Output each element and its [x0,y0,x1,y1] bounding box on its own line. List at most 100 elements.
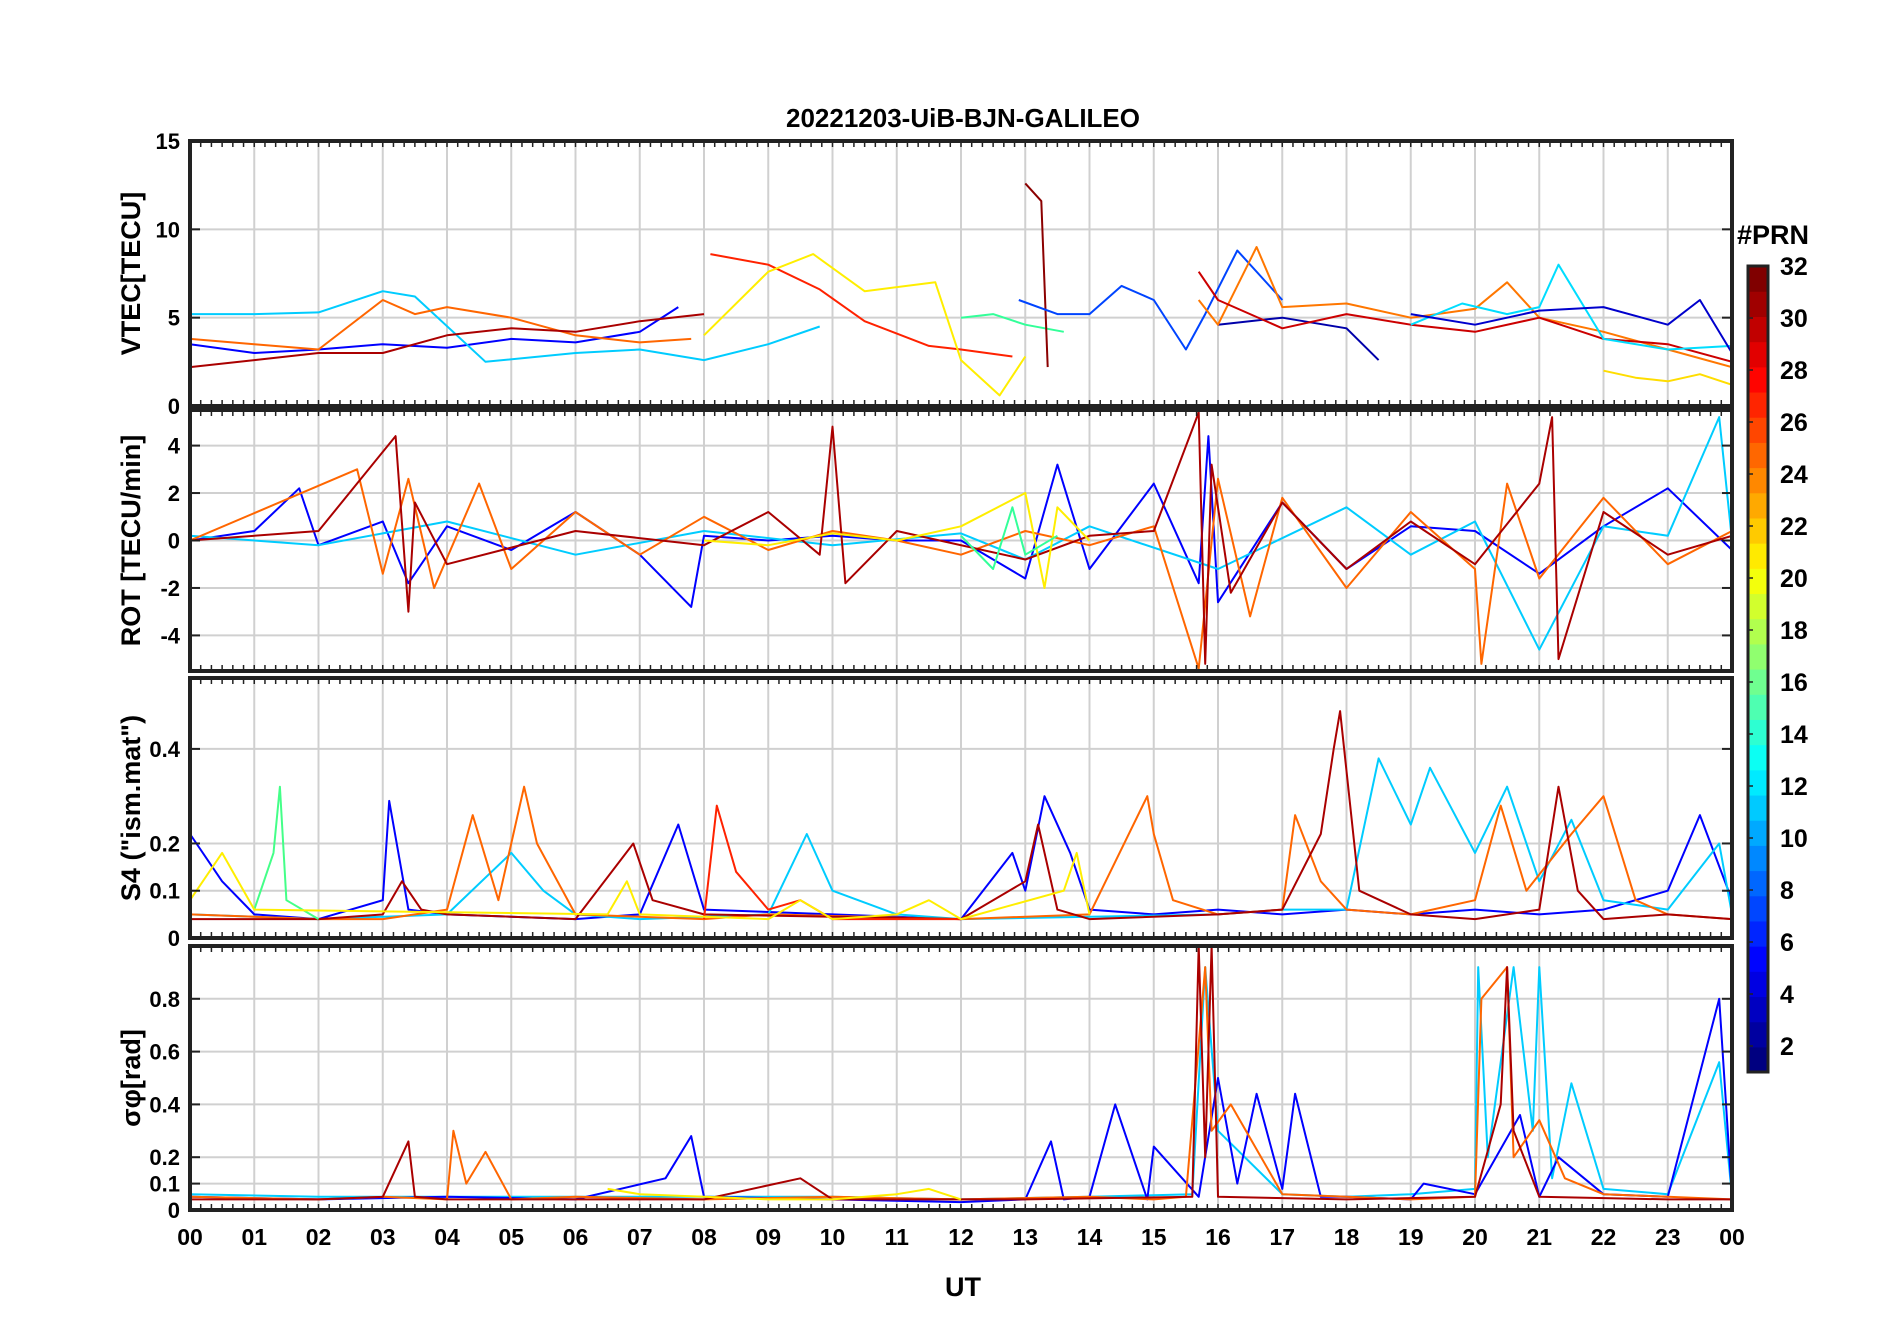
colorbar-swatch [1748,391,1768,418]
series-prn-27 [703,804,961,921]
x-tick-label: 16 [1205,1224,1231,1250]
x-tick-label: 09 [755,1224,781,1250]
x-tick-label: 19 [1398,1224,1424,1250]
x-tick-label: 02 [306,1224,332,1250]
colorbar-tick-label: 28 [1780,357,1808,385]
y-tick-label: 10 [156,217,180,242]
x-tick-label: 03 [370,1224,396,1250]
colorbar-swatch [1748,794,1768,821]
colorbar-tick-label: 18 [1780,617,1808,645]
colorbar-swatch [1748,769,1768,796]
x-tick-label: 05 [498,1224,524,1250]
colorbar-tick-label: 24 [1780,461,1808,489]
x-tick-label: 13 [1012,1224,1038,1250]
series-prn-11 [1410,263,1732,351]
colorbar-swatch [1748,895,1768,922]
chart-title: 20221203-UiB-BJN-GALILEO [786,103,1140,133]
colorbar-tick-label: 32 [1780,253,1808,281]
x-tick-label: 18 [1334,1224,1360,1250]
y-tick-label: 0 [168,1198,180,1223]
series-prn-31 [190,946,1732,1201]
y-axis-label: VTEC[TECU] [116,192,146,356]
colorbar-swatch [1748,467,1768,494]
panel-series [190,710,1732,921]
y-axis-label: σφ[rad] [116,1029,146,1127]
panel-frame [188,944,1734,1212]
colorbar-swatch [1748,971,1768,998]
colorbar-swatch [1748,920,1768,947]
panel-vtec: 0 5 10 15 VTEC[TECU] [116,129,1734,419]
y-tick-label: 2 [168,481,180,506]
series-prn-2 [1410,299,1732,354]
x-tick-label: 23 [1655,1224,1681,1250]
x-tick-label: 00 [1719,1224,1745,1250]
panel-sigma_phi: 00.10.2 0.4 0.6 0.8σφ[rad] [116,944,1734,1223]
panel-s4: 0 0.1 0.2 0.4S4 ("ism.mat") [116,676,1734,951]
x-tick-label: 01 [241,1224,267,1250]
series-prn-5 [1018,249,1284,351]
series-prn-1 [1217,316,1380,361]
colorbar-tick-label: 26 [1780,409,1808,437]
colorbar-swatch [1748,593,1768,620]
panel-frame [188,408,1734,673]
colorbar-swatch [1748,643,1768,670]
series-prn-12 [190,290,821,363]
series-prn-3 [190,795,1732,921]
colorbar-swatch [1748,845,1768,872]
colorbar-frame [1746,264,1770,1074]
series-prn-3 [190,997,1732,1204]
colorbar-swatch [1748,946,1768,972]
y-tick-label: 4 [168,434,181,459]
panel-frame [188,139,1734,408]
colorbar-swatch [1748,316,1768,343]
y-tick-label: 0.6 [149,1040,180,1065]
x-tick-labels: 00 01 02 03 04 05 06 07 08 09 10 11 12 13 14 15 16 17 18 19… [177,1224,1745,1250]
series-prn-30 [1197,271,1732,363]
x-tick-label: 14 [1077,1224,1103,1250]
colorbar-swatch [1748,442,1768,469]
series-prn-3 [190,306,679,354]
colorbar-tick-label: 4 [1780,981,1794,1009]
colorbar-tick-label: 12 [1780,773,1808,801]
colorbar-tick-label: 30 [1780,305,1808,333]
colorbar-tick-label: 2 [1780,1033,1794,1061]
series-prn-31 [190,411,1732,665]
colorbar-tick-label: 6 [1780,929,1794,957]
x-tick-label: 21 [1526,1224,1552,1250]
colorbar-swatch [1748,1021,1768,1048]
colorbar-swatch [1748,744,1768,771]
series-prn-31 [190,313,705,369]
colorbar-tick-label: 16 [1780,669,1808,697]
colorbar-swatch [1748,568,1768,595]
y-axis-label: ROT [TECU/min] [116,435,146,646]
y-tick-label: 5 [168,306,180,331]
series-prn-27 [710,253,1013,358]
colorbar-swatch [1748,618,1768,645]
colorbar-tick-label: 22 [1780,513,1808,541]
series-prn-3 [190,435,1732,608]
colorbar-title: #PRN [1737,220,1809,250]
x-tick-label: 20 [1462,1224,1488,1250]
series-prn-14 [960,313,1064,333]
series-prn-12 [190,416,1732,651]
colorbar-swatch [1748,291,1768,317]
y-tick-label: 0.2 [149,1145,180,1170]
series-prn-20 [703,492,1091,589]
series-prn-25 [190,468,1732,670]
series-prn-21 [1603,369,1732,386]
y-tick-label: 0.1 [149,1172,180,1197]
series-prn-14 [960,506,1058,570]
colorbar-tick-label: 8 [1780,877,1794,905]
y-tick-label: 0.2 [149,831,180,856]
colorbar-tick-label: 14 [1780,721,1808,749]
series-prn-20 [703,253,1027,397]
y-tick-label: -2 [160,576,180,601]
x-tick-label: 12 [948,1224,974,1250]
panel-series [190,411,1732,670]
x-tick-label: 17 [1269,1224,1295,1250]
colorbar-swatch [1748,694,1768,720]
series-prn-25 [190,785,1732,921]
series-prn-26 [1197,246,1732,369]
